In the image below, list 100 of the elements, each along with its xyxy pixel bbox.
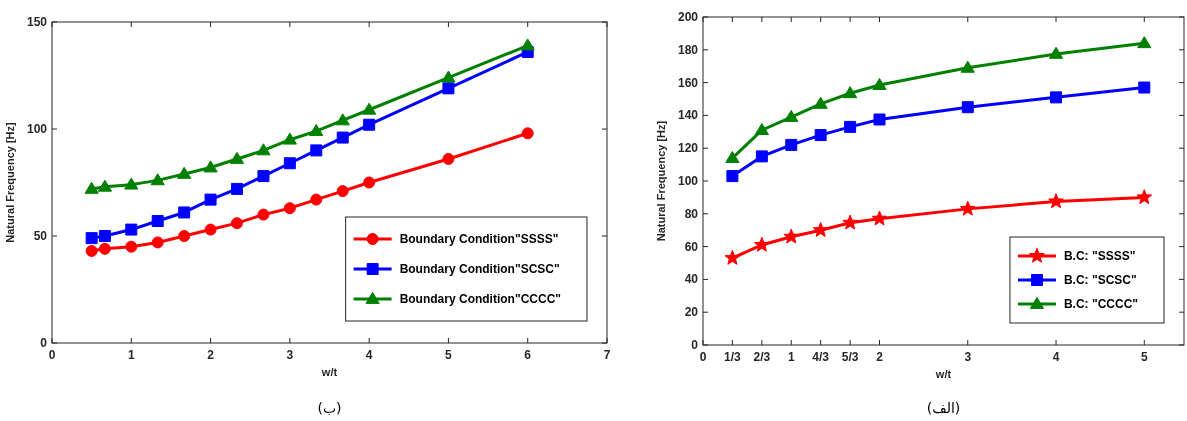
point xyxy=(814,129,827,142)
x-tick-label: 4 xyxy=(365,348,373,362)
point xyxy=(230,217,243,230)
point xyxy=(98,230,111,242)
y-tick-label: 120 xyxy=(677,141,699,156)
point xyxy=(363,176,376,189)
point xyxy=(203,160,218,173)
y-axis-title: Natural Frequency [Hz] xyxy=(4,121,16,243)
point xyxy=(85,244,98,257)
point xyxy=(336,185,349,198)
point xyxy=(755,150,768,163)
point xyxy=(178,230,191,242)
point xyxy=(310,193,323,206)
text: (ب) xyxy=(317,400,342,416)
point xyxy=(204,193,217,206)
point xyxy=(1136,189,1153,205)
point xyxy=(1137,36,1152,49)
point xyxy=(363,118,376,131)
point xyxy=(98,242,111,255)
point xyxy=(1048,46,1064,59)
point xyxy=(125,223,138,236)
point xyxy=(256,143,271,156)
point xyxy=(151,236,164,249)
legend-label: Boundary Condition"SCSC" xyxy=(399,262,560,276)
y-tick-label: 80 xyxy=(684,206,699,221)
x-tick-label: 1/3 xyxy=(724,350,742,364)
point xyxy=(724,249,741,265)
point xyxy=(85,232,98,245)
point xyxy=(150,173,165,186)
legend-label: B.C: "SSSS" xyxy=(1063,249,1136,263)
point xyxy=(1138,81,1151,94)
point xyxy=(842,214,858,230)
point xyxy=(784,109,799,122)
point xyxy=(813,96,828,109)
point xyxy=(178,206,191,219)
point xyxy=(812,222,829,237)
point xyxy=(84,181,99,194)
legend-label: Boundary Condition"CCCC" xyxy=(399,292,561,306)
y-tick-label: 100 xyxy=(677,174,699,188)
legend-label: B.C: "SCSC" xyxy=(1063,273,1137,287)
point xyxy=(97,179,112,192)
x-tick-label: 4 xyxy=(1052,350,1060,364)
point xyxy=(521,127,534,140)
point xyxy=(959,200,976,216)
x-tick-label: 6 xyxy=(524,348,532,362)
x-tick-label: 2/3 xyxy=(753,350,771,364)
point xyxy=(362,102,377,115)
y-tick-label: 60 xyxy=(684,239,699,254)
point xyxy=(844,120,857,133)
y-tick-label: 40 xyxy=(684,272,699,287)
text: (الف) xyxy=(926,400,961,416)
point xyxy=(725,150,740,163)
x-tick-label: 5/3 xyxy=(841,350,859,364)
y-tick-label: 0 xyxy=(40,336,48,350)
x-tick-label: 5 xyxy=(1140,350,1148,364)
point xyxy=(336,131,349,144)
point xyxy=(177,166,192,179)
x-tick-label: 2 xyxy=(876,350,884,364)
y-tick-label: 200 xyxy=(677,10,699,24)
legend-label: Boundary Condition"SSSS" xyxy=(399,232,559,246)
point xyxy=(783,228,800,244)
point xyxy=(442,152,455,165)
point xyxy=(1050,91,1063,104)
y-tick-label: 180 xyxy=(677,42,699,57)
point xyxy=(282,132,297,145)
point xyxy=(310,144,323,157)
point xyxy=(961,101,974,114)
point xyxy=(726,170,739,183)
point xyxy=(520,38,535,51)
point xyxy=(124,177,139,190)
legend-label: B.C: "CCCC" xyxy=(1063,297,1138,311)
y-tick-label: 0 xyxy=(691,338,699,352)
point xyxy=(257,170,270,183)
x-tick-label: 4/3 xyxy=(812,350,830,364)
point xyxy=(309,124,324,137)
point xyxy=(125,240,138,253)
x-tick-label: 7 xyxy=(603,348,611,362)
point xyxy=(754,123,769,136)
point xyxy=(151,215,164,228)
y-tick-label: 20 xyxy=(684,305,699,320)
x-tick-label: 2 xyxy=(207,348,215,362)
y-axis-title: Natural Frequency [Hz] xyxy=(655,120,667,242)
x-axis-title: w/t xyxy=(320,366,338,378)
y-tick-label: 50 xyxy=(33,229,48,243)
x-axis-title: w/t xyxy=(934,368,952,380)
point xyxy=(960,60,975,73)
x-tick-label: 1 xyxy=(127,348,135,362)
y-tick-label: 140 xyxy=(677,108,699,123)
point xyxy=(871,210,888,226)
point xyxy=(204,223,217,236)
point xyxy=(442,82,455,95)
point xyxy=(872,77,887,90)
y-tick-label: 150 xyxy=(26,15,48,29)
point xyxy=(441,70,456,83)
y-tick-label: 160 xyxy=(677,75,699,90)
point xyxy=(335,113,350,126)
point xyxy=(843,86,858,99)
x-tick-label: 3 xyxy=(964,350,972,364)
x-tick-label: 1 xyxy=(787,350,795,364)
point xyxy=(229,151,245,164)
